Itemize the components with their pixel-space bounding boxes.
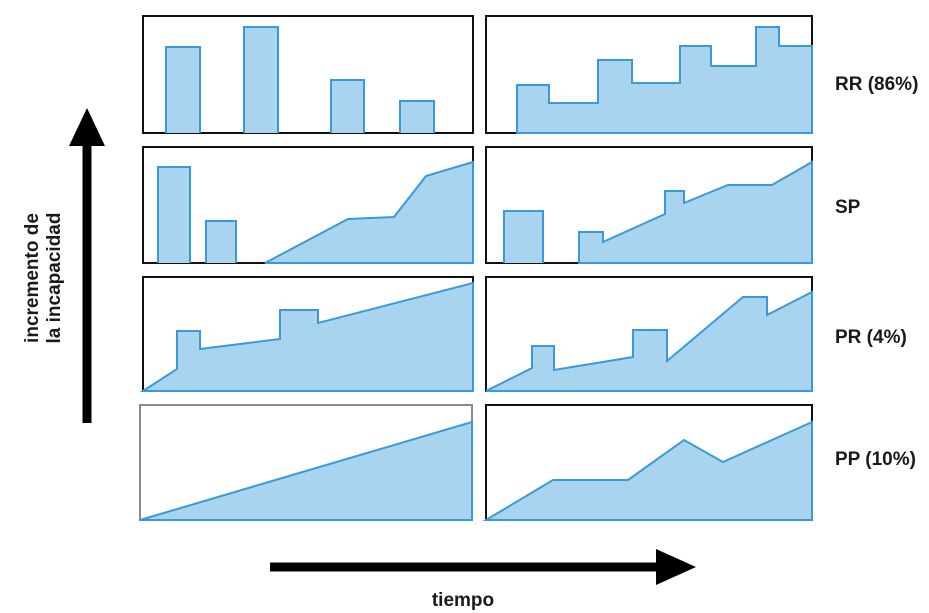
panel-pp-left — [139, 404, 473, 521]
panel-pr-left — [139, 276, 474, 392]
y-axis-label: incremento de la incapacidad — [22, 213, 65, 344]
x-axis-label: tiempo — [432, 590, 494, 611]
x-axis-arrow — [270, 549, 696, 585]
rr-left-bar-4 — [399, 100, 435, 133]
row-label-sp: SP — [835, 197, 861, 218]
panel-pp-right — [482, 404, 813, 521]
sp-right-bar-1 — [503, 210, 544, 263]
sp-left-bar-2 — [205, 220, 237, 263]
panel-pr-right — [485, 276, 813, 392]
rr-left-bar-3 — [330, 79, 365, 133]
panel-rr-right — [485, 15, 813, 134]
rr-right-area — [516, 26, 813, 134]
y-axis-arrow — [69, 108, 105, 423]
row-pp: PP (10%) — [139, 404, 916, 521]
rr-left-bar-2 — [243, 26, 279, 133]
sp-left-progression — [264, 160, 474, 264]
y-axis-label-line2: la incapacidad — [44, 213, 65, 344]
panel-sp-right — [485, 146, 813, 264]
rr-left-bar-1 — [165, 46, 201, 133]
row-sp: SP — [142, 146, 861, 264]
y-axis-label-line1: incremento de — [22, 213, 43, 343]
y-arrow-head — [69, 108, 105, 146]
row-label-pr: PR (4%) — [835, 327, 907, 348]
pp-left-area — [139, 420, 473, 521]
pr-right-area — [485, 290, 813, 392]
x-arrow-head — [656, 549, 696, 585]
row-label-rr: RR (86%) — [835, 74, 918, 95]
pr-left-area — [139, 281, 474, 392]
sp-right-progression — [578, 160, 813, 264]
panel-sp-left — [142, 146, 474, 264]
row-rr: RR (86%) — [142, 15, 918, 134]
row-pr: PR (4%) — [139, 276, 907, 392]
panel-rr-left — [142, 15, 474, 134]
pp-right-area — [482, 420, 813, 521]
row-label-pp: PP (10%) — [835, 449, 916, 470]
sp-left-bar-1 — [157, 166, 191, 263]
